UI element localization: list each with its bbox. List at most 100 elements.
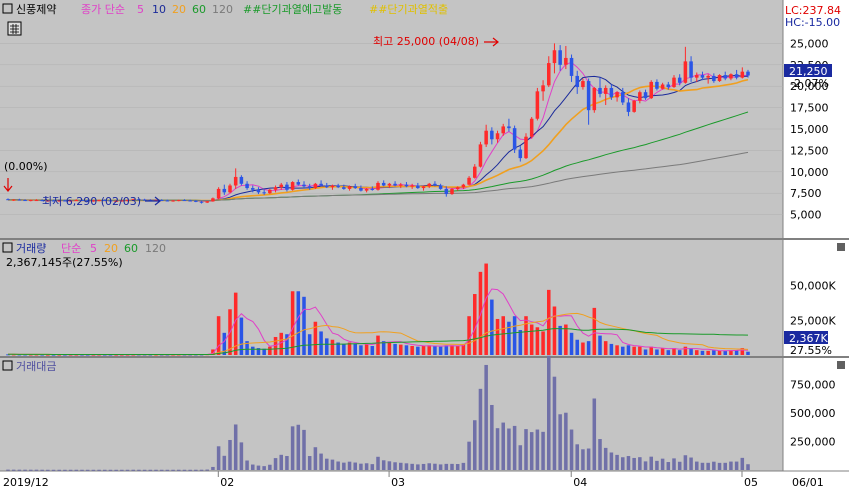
candle-body <box>222 188 227 193</box>
amount-bar <box>575 444 579 470</box>
volume-panel-bg <box>0 240 783 356</box>
candle-body <box>131 199 135 201</box>
candle-body <box>547 63 551 86</box>
right-axis-area <box>783 0 849 471</box>
candle-body <box>103 200 107 202</box>
volume-bar <box>353 343 357 355</box>
candle-body <box>438 185 443 189</box>
volume-current-box <box>784 331 828 344</box>
volume-bar <box>575 339 579 355</box>
volume-bar <box>518 330 523 355</box>
amount-bar <box>638 457 642 470</box>
candle-body <box>34 200 39 202</box>
volume-close-icon[interactable] <box>837 243 845 251</box>
candle-body <box>535 91 540 119</box>
volume-bar <box>666 350 671 355</box>
candle-body <box>194 200 198 202</box>
volume-bar <box>552 306 557 355</box>
candle-body <box>695 75 699 78</box>
candle-body <box>552 50 557 64</box>
candle-body <box>655 81 659 89</box>
x-tick-label: 03 <box>391 476 405 489</box>
volume-bar <box>490 299 494 355</box>
amount-bar <box>455 464 460 470</box>
candle-body <box>450 188 454 195</box>
candle-body <box>689 61 693 78</box>
amount-bar <box>171 469 175 471</box>
grid-toggle-icon[interactable] <box>7 21 22 36</box>
candle-body <box>416 185 420 189</box>
candles <box>6 43 750 204</box>
amount-bar <box>51 469 56 471</box>
candle-body <box>17 199 22 201</box>
amount-panel-icon[interactable] <box>2 360 13 371</box>
grid-toggle-icon-lines <box>10 24 19 34</box>
volume-tick-label: 25,000K <box>790 314 836 327</box>
amount-bar <box>706 462 710 470</box>
legend-box-icon[interactable] <box>2 3 13 14</box>
volume-bar <box>672 348 676 355</box>
start-arrow <box>3 178 13 192</box>
x-tick-label: 2019/12 <box>3 476 49 489</box>
candle-body <box>330 185 335 188</box>
amount-bar <box>461 462 466 470</box>
volume-bar <box>262 348 266 355</box>
amount-bar <box>666 462 671 470</box>
candle-body <box>313 183 318 189</box>
amount-bar <box>507 428 511 470</box>
candle-body <box>137 199 141 201</box>
candle-body <box>273 187 278 190</box>
volume-bar <box>632 346 636 355</box>
candle-body <box>518 149 523 159</box>
amount-bar <box>85 469 90 471</box>
candle-body <box>359 188 363 191</box>
candle-body <box>182 200 187 202</box>
amount-bar <box>17 469 22 471</box>
volume-bar <box>359 345 363 355</box>
amount-bar <box>211 466 215 470</box>
amount-bar <box>695 461 699 470</box>
ma10-label: 10 <box>152 3 166 16</box>
amount-close-icon[interactable] <box>837 361 845 369</box>
candle-body <box>569 57 574 76</box>
candle-body <box>307 186 312 189</box>
candle-body <box>712 75 716 82</box>
candle-body <box>677 77 682 83</box>
candle-body <box>165 200 170 202</box>
amount-bar <box>63 469 67 471</box>
amount-bar <box>233 424 238 470</box>
candle-body <box>245 183 249 189</box>
amount-bar <box>734 461 739 470</box>
volume-bar <box>325 338 329 355</box>
volume-bar <box>495 318 500 355</box>
volume-current-value: 2,367,145주(27.55%) <box>6 256 123 269</box>
amount-bar <box>484 364 488 470</box>
amount-bar <box>717 462 722 470</box>
amount-bar <box>689 457 693 470</box>
high-annotation: 최고 25,000 (04/08) <box>373 35 479 48</box>
volume-panel-icon[interactable] <box>2 242 13 253</box>
amount-panel-bg <box>0 358 783 471</box>
volume-bar <box>655 349 659 355</box>
amount-bar <box>222 455 227 470</box>
volume-bar <box>638 346 642 355</box>
price-tick-label: 7,500 <box>790 187 822 200</box>
amount-bar <box>370 464 375 470</box>
volume-bar <box>512 316 517 355</box>
volume-bar <box>529 324 534 355</box>
volume-bar <box>746 351 750 355</box>
amount-bar <box>524 429 528 470</box>
candle-body <box>740 71 745 78</box>
candle-body <box>638 92 642 101</box>
low-arrow <box>145 196 161 206</box>
volume-bar <box>279 332 283 355</box>
amount-bar <box>131 469 135 471</box>
amount-bar <box>598 439 602 470</box>
volume-bar <box>6 354 10 356</box>
amount-bar <box>279 454 283 470</box>
amount-bars <box>6 355 750 471</box>
candle-body <box>188 200 192 202</box>
amount-bar <box>746 464 750 470</box>
amount-bar <box>103 469 107 471</box>
candle-body <box>729 74 733 79</box>
